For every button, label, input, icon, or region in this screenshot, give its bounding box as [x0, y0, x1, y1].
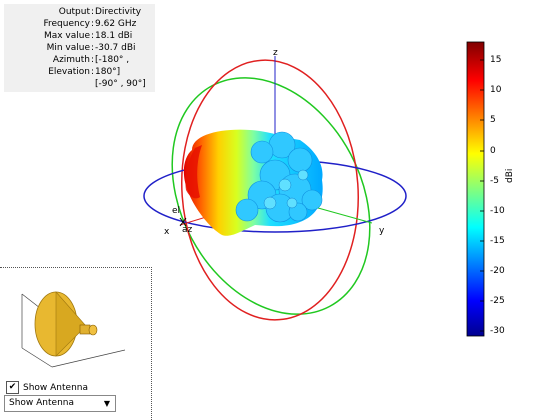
info-label: Elevation: [48, 67, 90, 77]
info-value: Directivity: [95, 7, 142, 17]
horn-antenna-icon: [21, 291, 126, 368]
view-dropdown[interactable]: Show Antenna ▼: [4, 395, 116, 412]
info-separator: :: [91, 43, 95, 53]
info-value: 18.1 dBi: [95, 31, 133, 41]
info-value: 9.62 GHz: [95, 19, 137, 29]
info-row-elevation: Elevation : 180°]: [4, 66, 155, 78]
info-row-max: Max value : 18.1 dBi: [4, 30, 155, 42]
radiation-pattern-3d[interactable]: [183, 129, 323, 236]
z-axis-label: z: [273, 48, 278, 58]
info-label: Max value: [43, 31, 90, 41]
info-separator: :: [91, 19, 95, 29]
info-separator: :: [91, 67, 95, 77]
el-label: el: [172, 206, 180, 216]
colorbar-tick-label: 0: [490, 146, 496, 156]
info-separator: :: [91, 55, 95, 65]
elevation-range: [-90° , 90°]: [95, 79, 146, 89]
y-axis-label: y: [379, 226, 385, 236]
info-value: -30.7 dBi: [95, 43, 136, 53]
dropdown-selected: Show Antenna: [9, 398, 74, 408]
colorbar: [466, 41, 485, 337]
checkmark-icon[interactable]: ✔: [6, 381, 19, 394]
colorbar-unit: dBi: [505, 168, 515, 183]
elevation-ring-yz: [171, 77, 371, 315]
info-label: Output: [58, 7, 90, 17]
info-separator: :: [91, 31, 95, 41]
elevation-ring-xz: [180, 59, 360, 321]
info-separator: :: [91, 7, 95, 17]
info-label: Azimuth: [52, 55, 90, 65]
antenna-preview-panel: [0, 267, 152, 420]
info-row-azimuth: Azimuth : [-180° ,: [4, 54, 155, 66]
show-antenna-label: Show Antenna: [23, 383, 88, 393]
info-row-min: Min value : -30.7 dBi: [4, 42, 155, 54]
colorbar-tick-label: -10: [490, 206, 505, 216]
info-row-frequency: Frequency : 9.62 GHz: [4, 18, 155, 30]
origin-marker: [179, 217, 187, 227]
colorbar-tick-label: -30: [490, 326, 505, 336]
colorbar-tick-label: 5: [490, 115, 496, 125]
colorbar-tick-label: -15: [490, 236, 505, 246]
colorbar-tick-label: 10: [490, 85, 502, 95]
colorbar-tick-label: 15: [490, 55, 502, 65]
info-panel: Output : Directivity Frequency : 9.62 GH…: [4, 4, 155, 92]
info-label: Min value: [46, 43, 90, 53]
info-row-output: Output : Directivity: [4, 6, 155, 18]
az-label: az: [182, 225, 193, 235]
colorbar-tick-label: -5: [490, 176, 499, 186]
x-axis-label: x: [164, 227, 170, 237]
info-value: [-180° ,: [95, 55, 130, 65]
colorbar-ticks: [480, 59, 484, 332]
colorbar-tick-label: -20: [490, 266, 505, 276]
chevron-down-icon[interactable]: ▼: [103, 399, 111, 408]
info-label: Frequency: [43, 19, 91, 29]
info-value: 180°]: [95, 67, 121, 77]
colorbar-tick-label: -25: [490, 296, 505, 306]
